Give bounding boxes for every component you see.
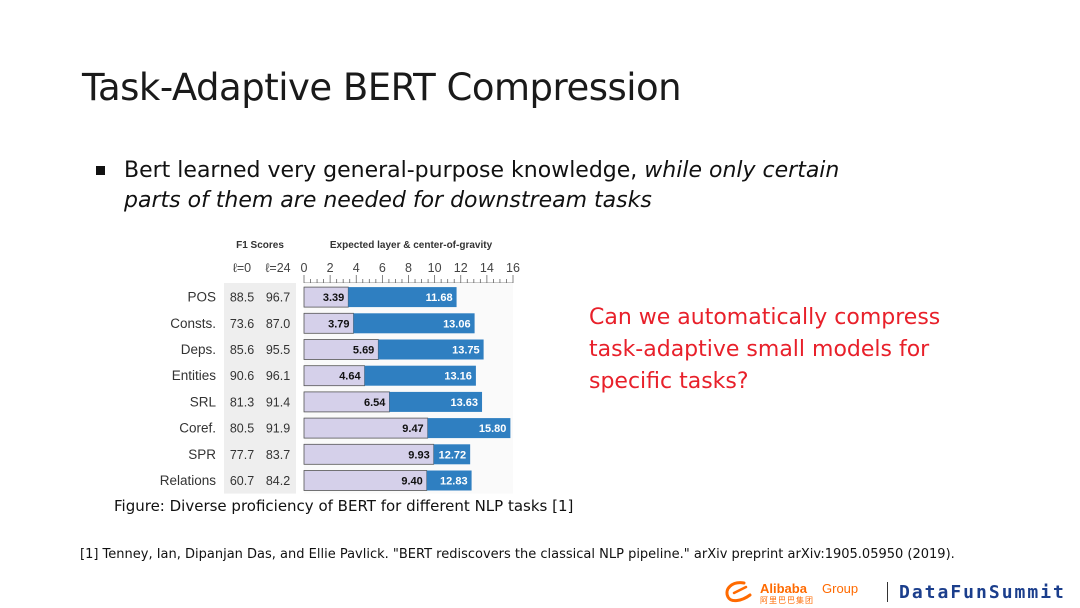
bullet-text: Bert learned very general-purpose knowle… [124,156,884,216]
x-tick-label: 6 [379,261,386,275]
task-label: SPR [188,447,216,462]
expected-layer-value: 12.83 [440,476,468,488]
expected-layer-value: 15.80 [479,423,507,435]
task-label: SRL [190,394,217,409]
alibaba-wordmark: Alibaba [760,581,807,596]
f1-score-l0: 81.3 [230,395,254,409]
f1-score-l24: 83.7 [266,448,290,462]
x-tick-label: 12 [454,261,468,275]
logo-divider [887,582,888,602]
f1-scores-header: F1 Scores [236,240,284,251]
alibaba-chinese-label: 阿里巴巴集团 [760,596,814,605]
task-label: Deps. [181,342,216,357]
square-bullet-icon [96,166,105,175]
x-tick-label: 2 [327,261,334,275]
center-of-gravity-bar [303,365,366,387]
f1-score-l24: 87.0 [266,317,290,331]
f1-score-l0: 73.6 [230,317,254,331]
expected-layer-bar [427,418,511,439]
expected-layer-bar [364,365,476,386]
f1-score-l24: 96.1 [266,369,290,383]
expected-layer-value: 13.75 [452,345,480,357]
expected-layer-header: Expected layer & center-of-gravity [330,240,493,251]
bullet-plain-text: Bert learned very general-purpose knowle… [124,158,645,183]
f1-score-l0: 77.7 [230,448,254,462]
x-tick-label: 14 [480,261,494,275]
task-label: POS [187,290,216,305]
expected-layer-value: 13.06 [443,318,471,330]
center-of-gravity-value: 9.93 [408,449,429,461]
expected-layer-bar [426,470,472,491]
f1-column-label-l0: ℓ=0 [233,261,251,275]
center-of-gravity-bar [303,312,354,334]
task-label: Coref. [179,421,216,436]
bullet-italic-text: while only certain parts of them are nee… [124,158,840,213]
task-label: Consts. [170,316,216,331]
f1-score-l24: 95.5 [266,343,290,357]
page-title: Task-Adaptive BERT Compression [82,66,682,109]
f1-score-l0: 88.5 [230,291,254,305]
expected-layer-value: 13.63 [451,397,479,409]
f1-column-label-l24: ℓ=24 [265,261,290,275]
expected-layer-value: 11.68 [426,292,453,304]
x-tick-label: 8 [405,261,412,275]
alibaba-logo-icon [725,581,752,603]
task-label: Entities [172,368,217,383]
center-of-gravity-value: 5.69 [353,345,374,357]
research-question: Can we automatically compress task-adapt… [589,305,941,394]
alibaba-group-label: Group [822,581,859,596]
expected-layer-bar [353,313,475,334]
center-of-gravity-value: 4.64 [339,371,361,383]
f1-score-l24: 91.4 [266,395,290,409]
expected-layer-value: 12.72 [439,449,467,461]
figure-caption: Figure: Diverse proficiency of BERT for … [114,497,574,515]
expected-layer-bar [378,339,484,360]
expected-layer-bar [389,391,483,412]
center-of-gravity-value: 6.54 [364,397,386,409]
x-tick-label: 4 [353,261,360,275]
f1-score-l0: 90.6 [230,369,254,383]
x-tick-label: 16 [506,261,520,275]
center-of-gravity-value: 3.79 [328,318,349,330]
bert-layer-chart: F1 Scores Expected layer & center-of-grav… [160,240,520,494]
center-of-gravity-bar [303,391,390,413]
expected-layer-bar [433,444,471,465]
f1-score-l0: 80.5 [230,422,254,436]
f1-score-l24: 84.2 [266,474,290,488]
x-tick-label: 0 [301,261,308,275]
expected-layer-bar [348,287,457,308]
f1-table-background [224,283,296,494]
center-of-gravity-value: 9.47 [402,423,423,435]
x-tick-label: 10 [428,261,442,275]
f1-score-l24: 96.7 [266,291,290,305]
center-of-gravity-value: 3.39 [323,292,344,304]
f1-score-l0: 85.6 [230,343,254,357]
center-of-gravity-value: 9.40 [401,476,422,488]
task-label: Relations [160,473,217,488]
expected-layer-value: 13.16 [444,371,472,383]
reference-citation: [1] Tenney, Ian, Dipanjan Das, and Ellie… [80,547,955,562]
footer-logos: Alibaba Group 阿里巴巴集团 DataFunSummit [724,578,1074,608]
center-of-gravity-bar [303,286,349,308]
f1-score-l24: 91.9 [266,422,290,436]
datafun-summit-logo: DataFunSummit [899,582,1066,603]
f1-score-l0: 60.7 [230,474,254,488]
